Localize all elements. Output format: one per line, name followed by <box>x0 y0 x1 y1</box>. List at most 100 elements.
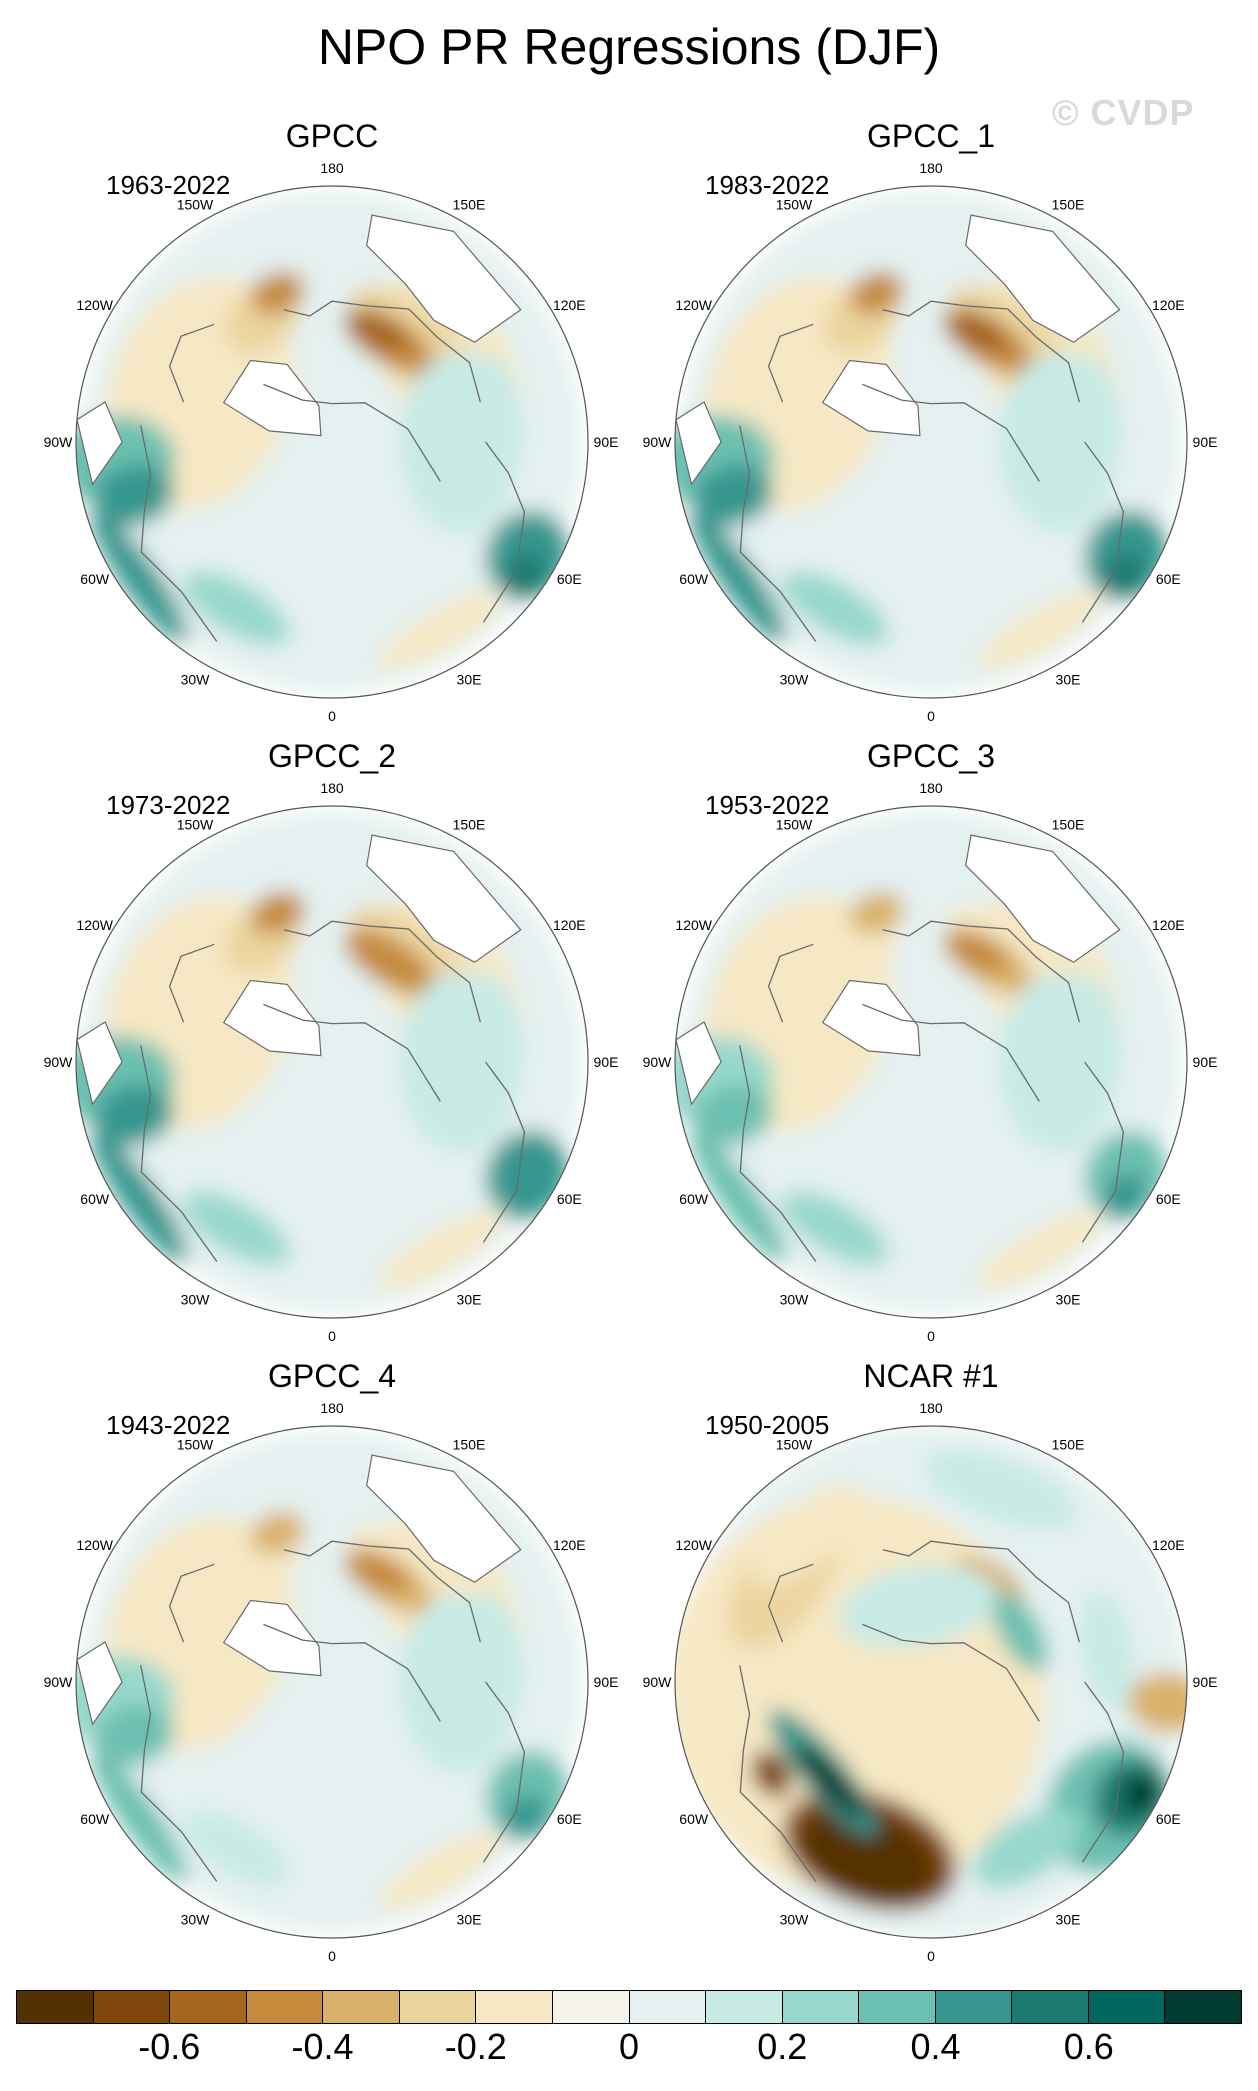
longitude-label: 30W <box>780 1291 810 1307</box>
longitude-label: 60W <box>679 1191 709 1207</box>
coastline <box>283 300 482 403</box>
map-boundary <box>75 805 589 1319</box>
coastline <box>482 1061 526 1243</box>
masked-region <box>821 359 921 437</box>
colorbar-tick-label: 0.6 <box>1063 2026 1114 2067</box>
coastline <box>263 383 441 482</box>
longitude-label: 120E <box>1152 297 1185 313</box>
longitude-label: 30W <box>780 1911 810 1927</box>
precip-field <box>76 1426 588 1938</box>
panel-title: GPCC_2 <box>267 738 397 774</box>
masked-region <box>366 834 522 963</box>
colorbar-swatch <box>935 1991 1013 2023</box>
longitude-label: 60E <box>1156 1811 1181 1827</box>
precip-anomaly-blob <box>1122 1774 1160 1814</box>
colorbar-swatch <box>476 1991 553 2023</box>
precip-anomaly-blob <box>343 1549 411 1592</box>
polar-stereographic-map: 180 150E 120E 90E 60E 30E 0 30W 60W 90W 120W 150W <box>643 780 1218 1344</box>
panel-title: GPCC_1 <box>866 118 996 154</box>
longitude-label: 120E <box>1152 917 1185 933</box>
map-panel: GPCC_4 180 150E 120E 90E 60E 30E 0 30W 60W 90W 120W… <box>32 1358 632 1978</box>
precip-anomaly-blob <box>942 309 1010 352</box>
map-panel: GPCC_1 180 150E 120E 90E 60E 30E 0 30W 60W 90W 120W… <box>631 118 1231 738</box>
coastline <box>1081 1681 1125 1863</box>
longitude-label: 90E <box>1193 1674 1218 1690</box>
precip-field <box>76 186 588 698</box>
precip-anomaly-blob <box>838 1564 997 1649</box>
longitude-label: 30E <box>1056 1911 1081 1927</box>
precip-anomaly-blob <box>343 929 411 972</box>
polar-stereographic-map: 180 150E 120E 90E 60E 30E 0 30W 60W 90W 120W 150W <box>44 1400 619 1964</box>
panel-period: 1943-2022 <box>106 1410 231 1440</box>
map-boundary <box>674 185 1188 699</box>
panel-title: GPCC <box>285 118 379 154</box>
panel-period: 1950-2005 <box>705 1410 830 1440</box>
colorbar-swatch <box>93 1991 171 2023</box>
precip-anomaly-blob <box>972 1808 1082 1888</box>
map-panel: GPCC_2 180 150E 120E 90E 60E 30E 0 30W 60W 90W 120W… <box>32 738 632 1358</box>
coastline <box>263 1003 441 1102</box>
longitude-label: 0 <box>328 1328 336 1344</box>
longitude-label: 0 <box>927 708 935 724</box>
coastline <box>140 1665 218 1882</box>
precip-anomaly-blob <box>94 464 174 526</box>
precip-anomaly-blob <box>1102 553 1146 601</box>
masked-region <box>76 1021 123 1106</box>
precip-anomaly-blob <box>1102 1173 1146 1221</box>
precip-anomaly-blob <box>343 309 411 352</box>
polar-stereographic-map: 180 150E 120E 90E 60E 30E 0 30W 60W 90W 120W 150W <box>44 160 619 724</box>
coastline <box>283 1540 482 1643</box>
longitude-label: 0 <box>927 1328 935 1344</box>
masked-region <box>675 1021 722 1106</box>
longitude-label: 90W <box>44 1674 74 1690</box>
precip-anomaly-blob <box>182 1811 290 1886</box>
longitude-label: 120W <box>675 1537 712 1553</box>
polar-stereographic-map: 180 150E 120E 90E 60E 30E 0 30W 60W 90W 120W 150W <box>643 160 1218 724</box>
precip-anomaly-blob <box>94 1704 174 1766</box>
precip-anomaly-blob <box>503 1793 547 1841</box>
precip-anomaly-blob <box>503 553 547 601</box>
precip-anomaly-blob <box>689 510 787 644</box>
map-panel: GPCC 180 150E 120E 90E 60E 30E 0 30W 60W 90W 120W 15… <box>32 118 632 738</box>
map-boundary <box>75 1425 589 1939</box>
precip-anomaly-blob <box>90 510 188 644</box>
precip-anomaly-blob <box>379 1831 503 1910</box>
coastline <box>283 920 482 1023</box>
precip-anomaly-blob <box>400 352 520 532</box>
colorbar-tick-label: 0 <box>618 2026 640 2067</box>
precip-field <box>76 806 588 1318</box>
masked-region <box>366 214 522 343</box>
colorbar-tick-label: 0.4 <box>910 2026 961 2067</box>
longitude-label: 90E <box>1193 434 1218 450</box>
precip-anomaly-blob <box>942 929 1010 972</box>
longitude-label: 30E <box>1056 1291 1081 1307</box>
panel-period: 1963-2022 <box>106 170 231 200</box>
longitude-label: 150W <box>776 197 813 213</box>
precip-anomaly-blob <box>379 1211 503 1290</box>
colorbar-swatch <box>170 1991 247 2023</box>
longitude-label: 150E <box>453 1437 486 1453</box>
longitude-label: 30E <box>1056 671 1081 687</box>
precip-anomaly-blob <box>794 1744 869 1819</box>
colorbar-swatch <box>399 1991 477 2023</box>
coastline <box>263 1623 441 1722</box>
longitude-label: 90E <box>594 434 619 450</box>
masked-region <box>675 401 722 486</box>
precip-anomaly-blob <box>999 972 1119 1152</box>
longitude-label: 150E <box>1052 1437 1085 1453</box>
precip-anomaly-blob <box>250 1511 305 1554</box>
coastline <box>140 1045 218 1262</box>
watermark: © CVDP <box>1052 92 1195 133</box>
coastline <box>739 425 817 642</box>
masked-region <box>965 214 1121 343</box>
longitude-label: 150E <box>1052 817 1085 833</box>
coastline <box>767 323 814 403</box>
colorbar-tick-label: -0.2 <box>444 2026 507 2067</box>
coastline <box>862 1003 1040 1102</box>
coastline <box>739 1665 817 1882</box>
coastline <box>882 300 1081 403</box>
longitude-label: 150W <box>776 1437 813 1453</box>
precip-anomaly-blob <box>503 1173 547 1221</box>
colorbar-swatch <box>552 1991 630 2023</box>
colorbar-swatch <box>706 1991 783 2023</box>
